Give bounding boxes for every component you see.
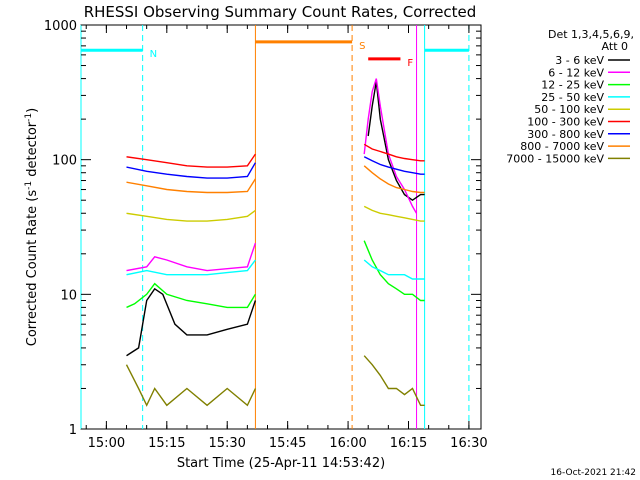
y-axis: 1 10 100 1000: [44, 19, 481, 438]
y-axis-label: Corrected Count Rate (s-1 detector-1): [24, 108, 40, 346]
legend-label-7: 800 - 7000 keV: [520, 140, 604, 153]
legend-attenuator: Att 0: [602, 40, 628, 53]
x-tick-label-1: 15:15: [148, 436, 185, 451]
chart-title: RHESSI Observing Summary Count Rates, Co…: [84, 3, 477, 21]
flag-label-0: N: [150, 49, 157, 60]
series-3-segment-1: [363, 259, 425, 280]
series-3-segment-0: [126, 259, 256, 276]
y-axis-label-sup1: -1: [24, 181, 34, 190]
plot-frame: [80, 24, 482, 430]
legend-label-6: 300 - 800 keV: [527, 128, 604, 141]
y-tick-label-2: 100: [52, 154, 77, 169]
series-7-segment-0: [126, 178, 256, 194]
series-7-segment-1: [363, 165, 425, 194]
series-5-segment-1: [363, 143, 425, 162]
legend-label-2: 12 - 25 keV: [541, 79, 604, 92]
flag-label-2: S: [359, 41, 365, 52]
y-tick-label-1: 10: [60, 288, 77, 303]
series-5-segment-0: [126, 153, 256, 168]
x-tick-label-3: 15:45: [269, 436, 306, 451]
flag-lines: N S F: [81, 40, 469, 69]
x-tick-label-6: 16:30: [450, 436, 487, 451]
legend-label-4: 50 - 100 keV: [534, 103, 604, 116]
series-6-segment-1: [363, 156, 425, 175]
legend-label-3: 25 - 50 keV: [541, 91, 604, 104]
legend-label-1: 6 - 12 keV: [548, 66, 604, 79]
legend-header: Det 1,3,4,5,6,9,: [548, 28, 634, 41]
series-1-segment-0: [126, 242, 257, 272]
y-tick-label-3: 1000: [44, 19, 77, 34]
x-tick-label-4: 16:00: [329, 436, 366, 451]
legend-label-0: 3 - 6 keV: [555, 54, 604, 67]
series-4-segment-1: [363, 205, 425, 222]
y-axis-label-mid: detector: [25, 121, 40, 181]
y-axis-label-end: ): [25, 108, 40, 113]
x-tick-label-2: 15:30: [208, 436, 245, 451]
series-1-segment-1: [363, 78, 418, 214]
x-axis: 15:00 15:15 15:30 15:45 16:00 16:15 16:30: [85, 25, 488, 451]
legend-label-8: 7000 - 15000 keV: [506, 152, 604, 165]
x-tick-label-5: 16:15: [390, 436, 427, 451]
series-0-segment-0: [126, 287, 257, 357]
series-0-segment-1: [367, 81, 425, 202]
y-axis-label-sup2: -1: [24, 113, 34, 122]
footer-timestamp: 16-Oct-2021 21:42: [551, 468, 636, 478]
series-layer: [125, 78, 425, 407]
legend-label-5: 100 - 300 keV: [527, 116, 604, 129]
vertical-markers: [80, 25, 470, 429]
x-tick-label-0: 15:00: [88, 436, 125, 451]
series-8-segment-1: [363, 355, 425, 406]
y-axis-label-main: Corrected Count Rate (s: [25, 190, 40, 347]
series-6-segment-0: [126, 162, 257, 179]
series-4-segment-0: [126, 209, 256, 222]
flag-label-3: F: [407, 58, 413, 69]
y-tick-label-0: 1: [69, 423, 77, 438]
series-2-segment-1: [363, 240, 425, 302]
series-8-segment-0: [125, 364, 257, 407]
x-axis-label: Start Time (25-Apr-11 14:53:42): [177, 456, 385, 471]
series-2-segment-0: [126, 282, 256, 309]
